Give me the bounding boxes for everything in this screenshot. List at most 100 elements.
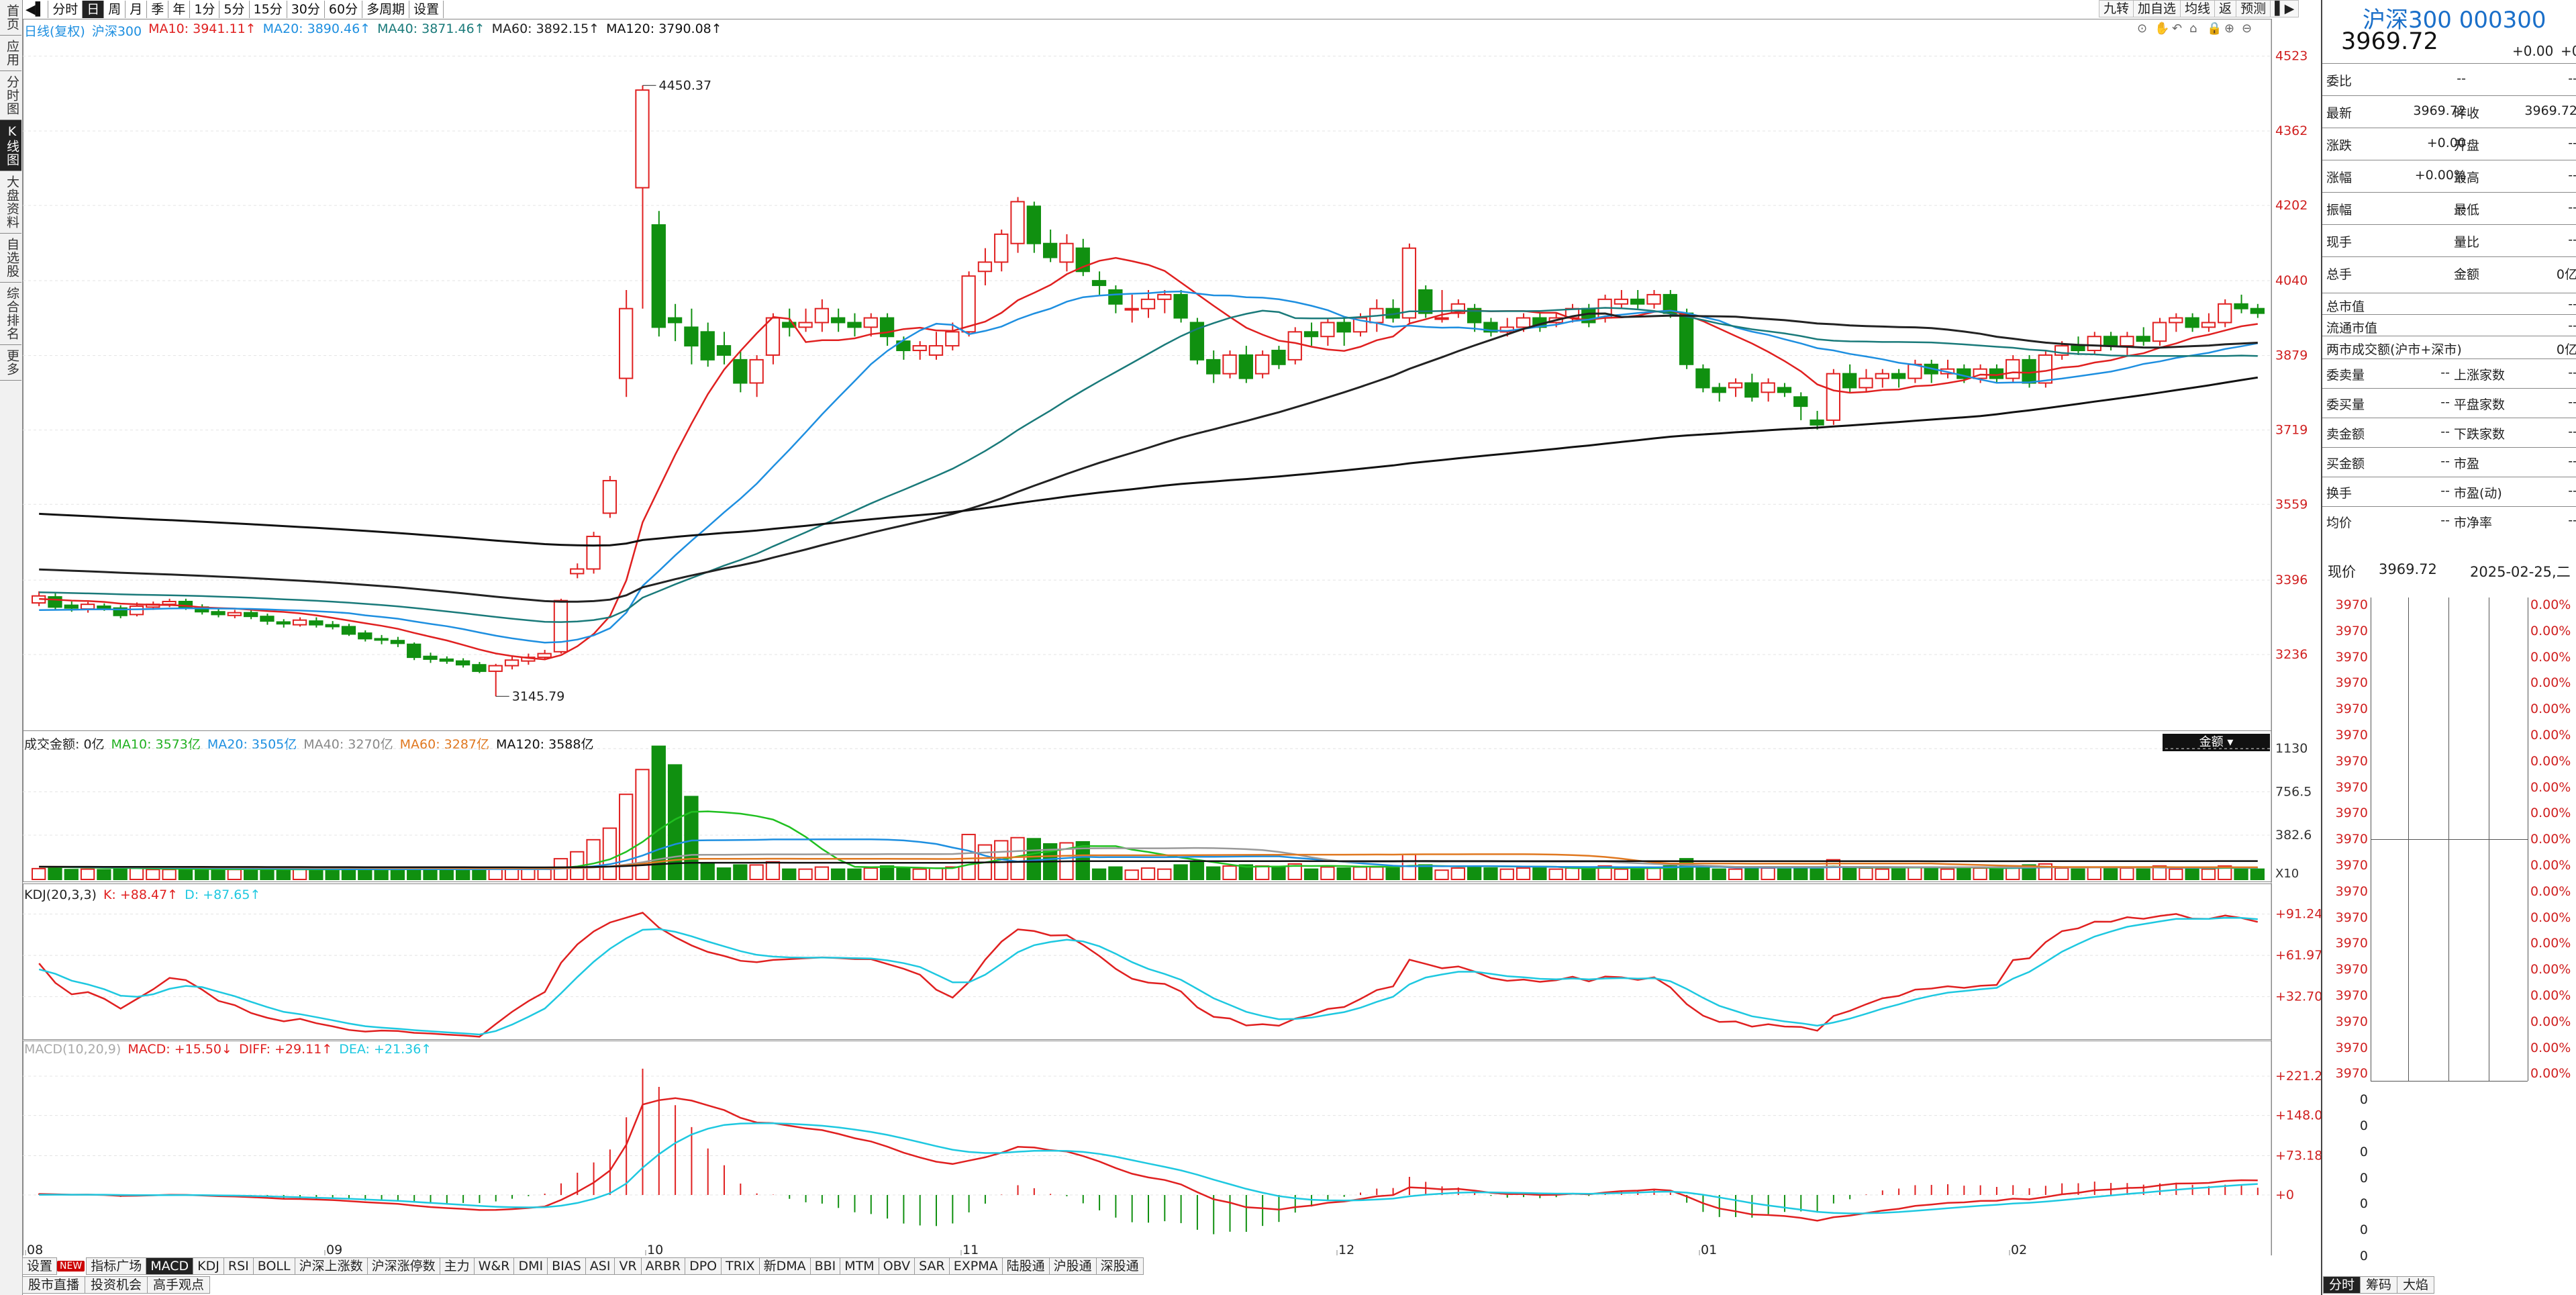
quote-row-value: -- — [2568, 200, 2576, 215]
volume-bar — [1336, 867, 1351, 880]
indicator-tab-23[interactable]: EXPMA — [948, 1257, 1003, 1275]
indicator-tab-21[interactable]: OBV — [878, 1257, 915, 1275]
sidebar-item-2[interactable]: 分时图 — [0, 71, 21, 120]
candle-body — [1254, 354, 1270, 375]
period-tab-4[interactable]: 季 — [147, 1, 169, 18]
volume-bar — [733, 864, 748, 880]
sidebar-item-6[interactable]: 综合排名 — [0, 283, 21, 345]
hand-icon[interactable]: ✋ — [2154, 21, 2169, 36]
indicator-tab-26[interactable]: 深股通 — [1095, 1257, 1144, 1275]
period-tab-0[interactable]: 分时 — [48, 1, 83, 18]
sidebar-item-3[interactable]: K线图 — [0, 120, 21, 171]
quote-row-label: 昨收 — [2454, 106, 2480, 121]
kline-chart[interactable]: 4523 4362 4202 4040 3879 3719 3559 3396 3236 4450… — [23, 19, 2321, 1255]
prev-arrow-icon[interactable]: ◀▌ — [23, 1, 49, 18]
indicator-tab-14[interactable]: VR — [614, 1257, 642, 1275]
kline-mode[interactable]: 日线(复权) — [24, 24, 85, 39]
sidebar-item-5[interactable]: 自选股 — [0, 234, 21, 283]
indicator-tab-11[interactable]: DMI — [513, 1257, 548, 1275]
sidebar-item-4[interactable]: 大盘资料 — [0, 171, 21, 234]
volume-bar — [1352, 866, 1368, 880]
volume-bar — [2234, 868, 2248, 880]
home-icon[interactable]: ⌂ — [2189, 21, 2197, 36]
candle-body — [1646, 293, 1661, 305]
zoom-out-icon[interactable]: ⊖ — [2242, 21, 2252, 36]
lock-icon[interactable]: 🔒 — [2207, 21, 2222, 36]
kdj-k-line — [38, 912, 2259, 1038]
volume-bar — [2169, 868, 2183, 880]
period-tab-7[interactable]: 5分 — [219, 1, 250, 18]
quote-tab-2[interactable]: 大焰 — [2397, 1276, 2435, 1294]
bottom-link-0[interactable]: 股市直播 — [22, 1276, 86, 1294]
period-tab-5[interactable]: 年 — [168, 1, 191, 18]
indicator-tab-13[interactable]: ASI — [585, 1257, 615, 1275]
indicator-tab-24[interactable]: 陆股通 — [1001, 1257, 1050, 1275]
period-tab-1[interactable]: 日 — [83, 1, 105, 18]
kdj-label: KDJ(20,3,3) — [24, 888, 97, 902]
candle-body — [2005, 358, 2020, 379]
sidebar-item-0[interactable]: 首页 — [0, 0, 21, 36]
quote-row-divider — [2322, 314, 2576, 315]
kline-ytick: 4523 — [2275, 49, 2308, 64]
next-arrow-icon[interactable]: ▌▶ — [2270, 0, 2299, 17]
quote-row-divider — [2322, 358, 2576, 359]
bottom-link-2[interactable]: 高手观点 — [147, 1276, 211, 1294]
indicator-tab-10[interactable]: W&R — [473, 1257, 515, 1275]
sidebar-item-7[interactable]: 更多 — [0, 345, 21, 381]
sidebar-item-1[interactable]: 应用 — [0, 36, 21, 71]
chart-tool-4[interactable]: 预测 — [2236, 0, 2271, 17]
candle-body — [1320, 322, 1335, 338]
candle-body — [341, 626, 356, 635]
candle-body — [1287, 331, 1302, 361]
chart-tool-3[interactable]: 返 — [2214, 0, 2237, 17]
volume-bar — [439, 869, 454, 880]
indicator-tab-9[interactable]: 主力 — [439, 1257, 475, 1275]
period-tab-8[interactable]: 15分 — [250, 1, 287, 18]
candle-body — [178, 601, 193, 608]
chart-tool-0[interactable]: 九转 — [2099, 0, 2134, 17]
period-tab-2[interactable]: 周 — [104, 1, 126, 18]
quote-tab-0[interactable]: 分时 — [2323, 1276, 2361, 1294]
quote-row-divider — [2322, 192, 2576, 193]
indicator-tab-16[interactable]: DPO — [685, 1257, 722, 1275]
candle-body — [309, 620, 324, 626]
indicator-tab-15[interactable]: ARBR — [640, 1257, 686, 1275]
ladder-pct: 0.00% — [2530, 806, 2571, 821]
chart-tool-1[interactable]: 加自选 — [2133, 0, 2181, 17]
indicator-tab-8[interactable]: 沪深涨停数 — [366, 1257, 440, 1275]
volume-bar — [945, 866, 960, 880]
bottom-link-1[interactable]: 投资机会 — [85, 1276, 148, 1294]
indicator-tab-22[interactable]: SAR — [914, 1257, 950, 1275]
indicator-tab-0[interactable]: 设置 — [22, 1257, 58, 1275]
volume-legend: 成交金额: 0亿 MA10: 3573亿 MA20: 3505亿 MA40: 3… — [24, 734, 593, 753]
period-tab-9[interactable]: 30分 — [287, 1, 325, 18]
indicator-tab-20[interactable]: MTM — [840, 1257, 879, 1275]
period-tab-6[interactable]: 1分 — [190, 1, 220, 18]
quote-row-value: -- — [2568, 365, 2576, 380]
indicator-tab-12[interactable]: BIAS — [547, 1257, 586, 1275]
indicator-tab-17[interactable]: TRIX — [721, 1257, 760, 1275]
indicator-tab-25[interactable]: 沪股通 — [1048, 1257, 1097, 1275]
volume-bar — [1108, 866, 1123, 880]
quote-tab-1[interactable]: 筹码 — [2360, 1276, 2398, 1294]
indicator-tab-5[interactable]: RSI — [223, 1257, 254, 1275]
indicator-tab-2[interactable]: 指标广场 — [86, 1257, 147, 1275]
volume-bar — [1646, 867, 1661, 880]
zoom-in-icon[interactable]: ⊕ — [2224, 21, 2234, 36]
undo-icon[interactable]: ↶ — [2172, 21, 2182, 36]
volume-ytick: 1130 — [2275, 741, 2308, 756]
period-tab-3[interactable]: 月 — [126, 1, 148, 18]
indicator-tab-7[interactable]: 沪深上涨数 — [294, 1257, 368, 1275]
eye-icon[interactable]: ⊙ — [2137, 21, 2147, 36]
indicator-tab-3[interactable]: MACD — [146, 1257, 194, 1275]
indicator-tab-4[interactable]: KDJ — [193, 1257, 224, 1275]
volume-bar — [912, 868, 927, 880]
indicator-tab-18[interactable]: 新DMA — [758, 1257, 811, 1275]
chart-tool-2[interactable]: 均线 — [2180, 0, 2216, 17]
indicator-tab-19[interactable]: BBI — [809, 1257, 841, 1275]
period-tab-10[interactable]: 60分 — [325, 1, 363, 18]
period-tab-11[interactable]: 多周期 — [362, 1, 410, 18]
volume-bar — [863, 867, 878, 880]
period-tab-12[interactable]: 设置 — [409, 1, 444, 18]
indicator-tab-6[interactable]: BOLL — [252, 1257, 295, 1275]
